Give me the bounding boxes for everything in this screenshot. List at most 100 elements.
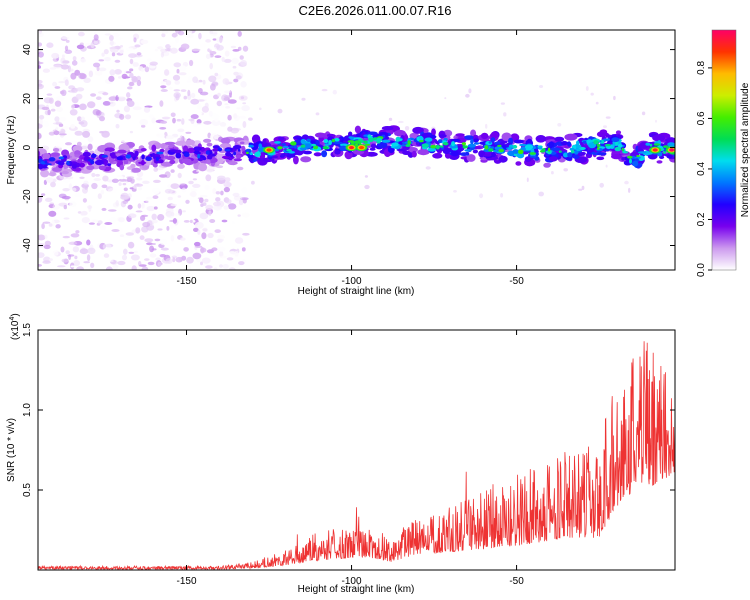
noise-speckle	[120, 137, 128, 143]
noise-speckle	[237, 30, 242, 37]
noise-speckle	[38, 264, 42, 267]
signal-blob	[249, 152, 253, 155]
noise-speckle	[207, 232, 214, 239]
noise-speckle	[655, 119, 657, 123]
signal-blob	[46, 163, 52, 166]
noise-speckle	[180, 43, 190, 50]
noise-speckle	[230, 45, 236, 49]
signal-blob	[290, 141, 297, 146]
noise-speckle	[64, 79, 69, 86]
noise-speckle	[52, 129, 58, 133]
noise-speckle	[595, 101, 599, 105]
signal-blob	[508, 144, 514, 148]
signal-blob	[443, 138, 448, 141]
noise-speckle	[120, 45, 123, 48]
noise-speckle	[187, 265, 192, 270]
noise-speckle	[172, 257, 176, 263]
noise-speckle	[88, 222, 95, 225]
noise-speckle	[388, 117, 393, 121]
noise-speckle	[38, 65, 41, 69]
signal-blob	[303, 150, 312, 155]
noise-speckle	[208, 110, 213, 117]
signal-blob	[638, 151, 647, 154]
noise-speckle	[170, 223, 174, 229]
noise-speckle	[90, 262, 95, 268]
noise-speckle	[173, 62, 182, 68]
noise-speckle	[118, 76, 122, 79]
colorbar-tick-label: 0.2	[696, 212, 707, 226]
noise-speckle	[223, 205, 229, 210]
noise-speckle	[175, 256, 183, 263]
noise-speckle	[181, 255, 187, 261]
noise-speckle	[147, 261, 155, 266]
signal-blob	[666, 154, 673, 159]
noise-speckle	[219, 255, 227, 259]
noise-speckle	[235, 75, 242, 80]
noise-speckle	[181, 118, 185, 125]
noise-speckle	[628, 187, 631, 193]
noise-speckle	[115, 200, 119, 207]
signal-blob	[90, 159, 95, 165]
noise-speckle	[151, 117, 156, 124]
signal-blob	[391, 142, 399, 147]
noise-speckle	[75, 93, 83, 100]
noise-speckle	[183, 95, 188, 100]
signal-blob	[98, 165, 106, 171]
noise-speckle	[43, 191, 51, 197]
noise-speckle	[93, 178, 102, 181]
signal-blob	[203, 138, 212, 143]
noise-speckle	[44, 123, 49, 127]
noise-speckle	[60, 36, 70, 40]
noise-speckle	[177, 172, 182, 179]
noise-speckle	[242, 45, 249, 52]
signal-blob	[488, 148, 494, 152]
noise-speckle	[159, 100, 164, 107]
noise-speckle	[172, 117, 176, 124]
signal-blob	[491, 151, 496, 157]
snr-x-axis: -150 -100 -50	[177, 330, 524, 587]
noise-speckle	[189, 219, 193, 224]
noise-speckle	[96, 65, 100, 72]
noise-speckle	[157, 261, 162, 267]
y-tick-label: 40	[22, 44, 33, 56]
noise-speckle	[121, 73, 128, 79]
noise-speckle	[84, 186, 88, 190]
noise-speckle	[71, 104, 75, 109]
noise-speckle	[55, 257, 61, 263]
signal-blob	[558, 150, 562, 153]
noise-speckle	[140, 68, 145, 72]
noise-speckle	[153, 206, 158, 210]
noise-speckle	[51, 189, 55, 193]
signal-blob	[348, 131, 353, 137]
noise-speckle	[134, 44, 141, 48]
noise-speckle	[551, 171, 554, 175]
noise-speckle	[81, 144, 88, 151]
noise-speckle	[231, 221, 235, 225]
noise-speckle	[97, 193, 102, 200]
signal-blob	[614, 146, 622, 152]
noise-speckle	[108, 209, 117, 212]
noise-speckle	[585, 86, 589, 91]
signal-blob	[175, 152, 182, 159]
signal-blob	[368, 137, 374, 142]
noise-speckle	[603, 125, 607, 128]
noise-speckle	[590, 92, 594, 96]
signal-blob	[235, 154, 242, 159]
noise-speckle	[123, 187, 128, 192]
noise-speckle	[159, 254, 166, 258]
noise-speckle	[126, 177, 133, 182]
noise-speckle	[241, 212, 250, 218]
noise-speckle	[154, 238, 161, 242]
signal-blob	[44, 160, 48, 164]
noise-speckle	[240, 96, 245, 100]
signal-peak	[652, 148, 658, 152]
noise-speckle	[238, 261, 245, 266]
noise-speckle	[115, 63, 119, 67]
signal-blob	[529, 152, 537, 155]
signal-blob	[596, 147, 600, 150]
noise-speckle	[212, 60, 217, 64]
signal-blob	[627, 155, 633, 159]
noise-speckle	[103, 253, 110, 258]
signal-blob	[119, 164, 125, 171]
noise-speckle	[209, 219, 216, 223]
